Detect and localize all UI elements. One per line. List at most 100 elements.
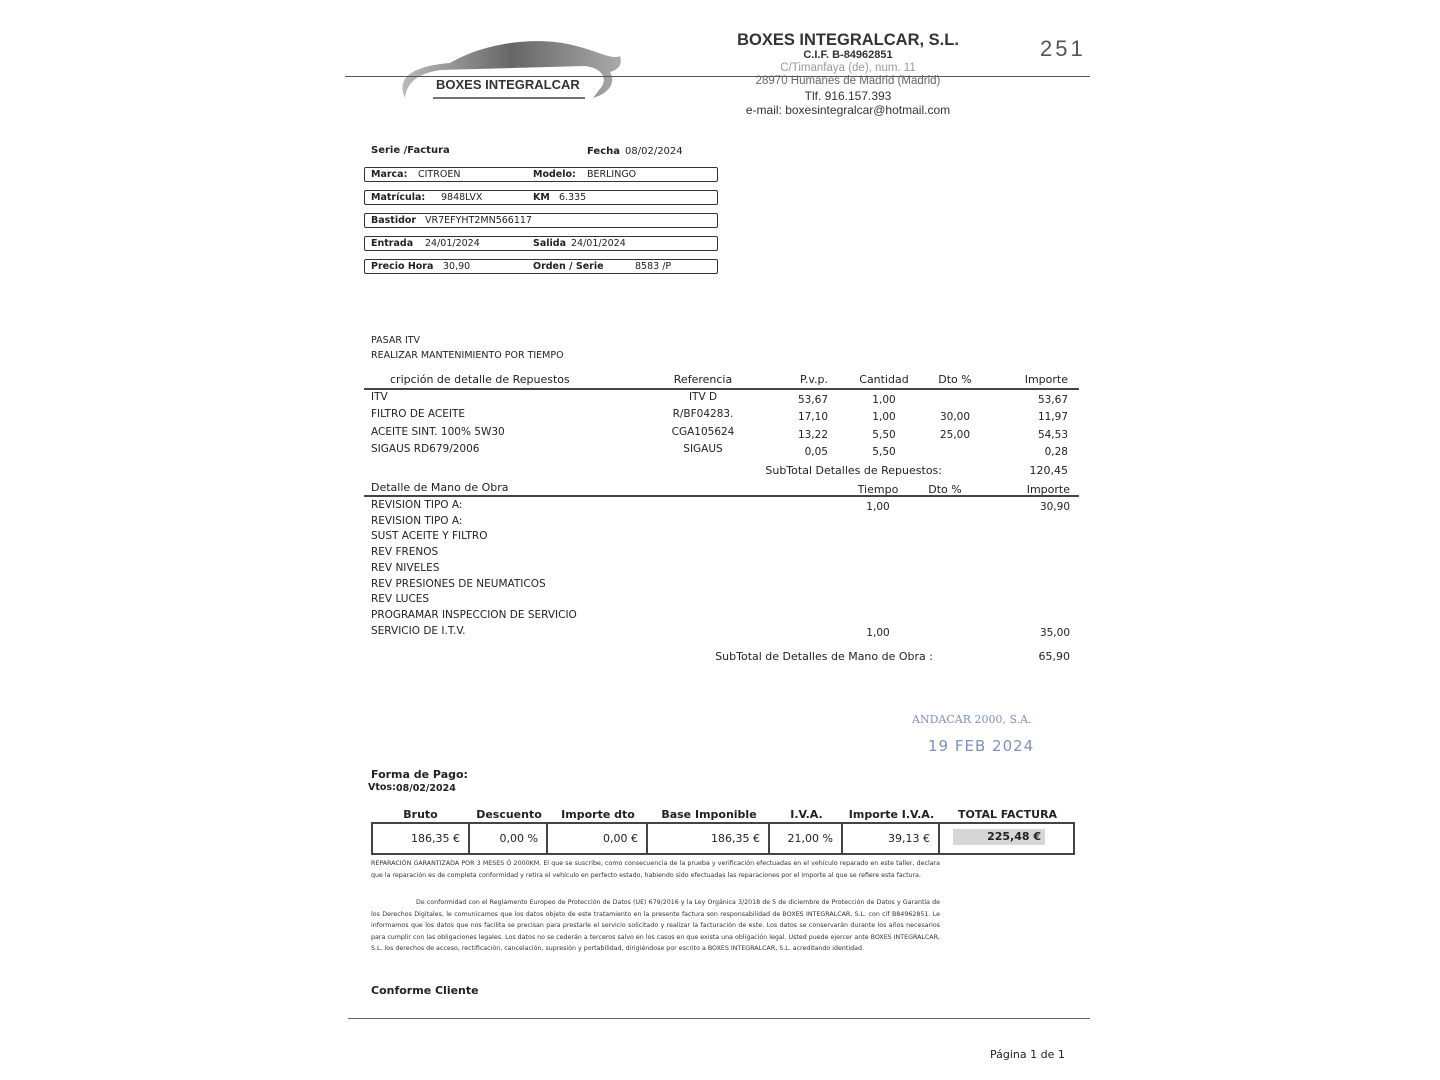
precio-value: 30,90 [443,261,471,272]
entrada-value: 24/01/2024 [425,238,480,249]
stamp-date: 19 FEB 2024 [928,737,1035,755]
serie-label: Serie /Factura [371,145,450,156]
totals-value: 186,35 € [648,822,770,855]
labor-cell: SERVICIO DE I.T.V. [371,624,466,637]
parts-header: Referencia [673,373,733,386]
forma-pago-label: Forma de Pago: [371,768,468,781]
totals-value: 186,35 € [371,822,470,855]
parts-cell: ITV [371,391,388,403]
labor-cell: PROGRAMAR INSPECCION DE SERVICIO [371,608,577,621]
parts-cell: 5,50 [872,446,896,458]
marca-label: Marca: [371,169,408,180]
parts-header: cripción de detalle de Repuestos [390,373,570,386]
company-name: BOXES INTEGRALCAR, S.L. [737,31,959,49]
parts-cell: 0,28 [1044,446,1068,458]
fecha-value: 08/02/2024 [625,146,683,157]
parts-cell: ACEITE SINT. 100% 5W30 [371,426,505,438]
totals-value: 0,00 € [548,822,648,855]
fecha-label: Fecha [587,146,621,157]
km-label: KM [533,192,550,203]
company-city: 28970 Humanes de Madrid (Madrid) [755,75,941,87]
labor-cell: REVISION TIPO A: [371,514,463,527]
km-value: 6.335 [559,192,587,203]
page-number: Página 1 de 1 [990,1048,1065,1061]
vtos-value: 08/02/2024 [396,783,456,794]
bastidor-value: VR7EFYHT2MN566117 [425,215,532,226]
labor-header: Importe [1026,483,1070,496]
totals-value: 21,00 % [770,822,843,855]
matricula-value: 9848LVX [441,192,483,203]
parts-cell: R/BF04283. [672,408,734,420]
document-number: 251 [1040,36,1086,61]
company-cif: C.I.F. B-84962851 [803,49,893,61]
parts-cell: SIGAUS RD679/2006 [371,443,480,455]
parts-cell: 17,10 [797,411,828,423]
parts-cell: 30,00 [939,411,971,423]
bastidor-label: Bastidor [371,215,417,226]
parts-cell: 1,00 [872,411,896,423]
company-logo [402,41,621,99]
parts-cell: 25,00 [939,429,971,441]
legal-warranty: REPARACIÓN GARANTIZADA POR 3 MESES Ó 200… [371,860,940,879]
labor-cell: REV LUCES [371,593,430,606]
parts-header: Cantidad [859,373,909,386]
orden-label: Orden / Serie [533,261,604,272]
labor-cell: 30,90 [1039,501,1070,513]
stamp-company: ANDACAR 2000, S.A. [912,713,1032,726]
totals-header: Importe dto [561,808,635,821]
marca-row: Marca: CITROEN Modelo: BERLINGO [364,167,718,182]
totals-value: 39,13 € [843,822,940,855]
totals-header: Base Imponible [661,808,757,821]
salida-label: Salida [533,238,566,249]
labor-subtotal: 65,90 [1038,650,1071,663]
labor-cell: 35,00 [1039,626,1070,639]
labor-header: Dto % [928,483,962,496]
bastidor-row: Bastidor VR7EFYHT2MN566117 [364,213,718,228]
logo-text: BOXES INTEGRALCAR [436,77,580,92]
totals-value: 0,00 % [470,822,548,855]
parts-cell: 53,67 [1037,394,1068,406]
labor-cell: SUST ACEITE Y FILTRO [371,530,488,543]
legal-privacy: De conformidad con el Reglamento Europeo… [371,899,940,952]
matricula-row: Matrícula: 9848LVX KM 6.335 [364,190,718,205]
note: PASAR ITV [371,335,421,346]
parts-cell: 0,05 [804,446,828,458]
parts-header: Dto % [938,373,972,386]
labor-header: Tiempo [857,483,899,496]
totals-header: Importe I.V.A. [848,808,935,821]
salida-value: 24/01/2024 [571,238,626,249]
parts-subtotal-label: SubTotal Detalles de Repuestos: [765,464,942,477]
vtos-label: Vtos: [368,782,396,793]
labor-subtotal-label: SubTotal de Detalles de Mano de Obra : [715,650,933,663]
parts-cell: SIGAUS [683,443,723,455]
labor-cell: REV NIVELES [371,561,440,574]
parts-header: Importe [1024,373,1068,386]
parts-cell: ITV D [688,391,718,403]
labor-cell: 1,00 [866,501,890,513]
company-email: e-mail: boxesintegralcar@hotmail.com [745,103,951,117]
parts-cell: 13,22 [797,429,828,441]
labor-cell: REV FRENOS [371,546,439,559]
entrada-label: Entrada [371,238,414,249]
precio-label: Precio Hora [371,261,434,272]
labor-header: Detalle de Mano de Obra [371,481,509,494]
parts-subtotal: 120,45 [1029,464,1069,477]
matricula-label: Matrícula: [371,192,426,203]
marca-value: CITROEN [418,169,461,180]
parts-cell: FILTRO DE ACEITE [371,408,466,420]
labor-cell: 1,00 [866,626,890,639]
totals-header: TOTAL FACTURA [957,808,1058,821]
totals-header: Descuento [476,808,542,821]
parts-cell: 53,67 [797,394,828,406]
parts-cell: 54,53 [1037,429,1068,441]
note: REALIZAR MANTENIMIENTO POR TIEMPO [371,350,564,361]
company-phone: Tlf. 916.157.393 [804,89,892,103]
parts-cell: 5,50 [872,429,896,441]
orden-value: 8583 /P [635,261,672,272]
parts-header: P.v.p. [799,373,828,386]
total-factura-value: 225,48 € [940,822,1075,855]
conforme-cliente: Conforme Cliente [371,984,479,997]
entrada-row: Entrada 24/01/2024 Salida 24/01/2024 [364,236,718,251]
company-address: C/Timanfaya (de), num. 11 [780,62,916,74]
labor-cell: REV PRESIONES DE NEUMATICOS [371,577,546,590]
